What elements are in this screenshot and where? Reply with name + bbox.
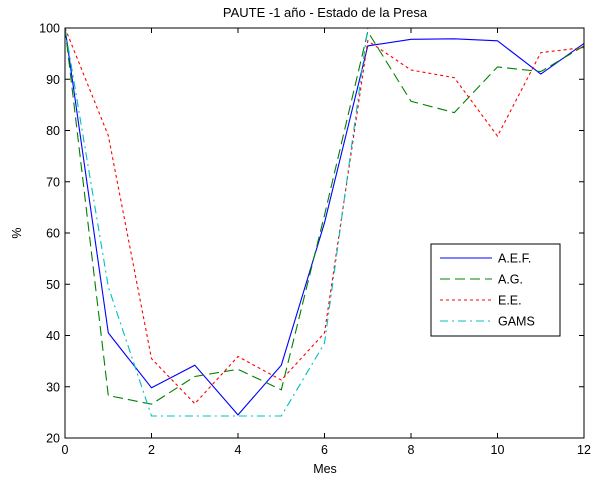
series-group (64, 27, 585, 417)
x-axis-label: Mes (313, 462, 337, 476)
x-tick-label: 0 (62, 443, 69, 457)
legend-label: GAMS (498, 315, 535, 329)
legend-items: A.E.F. A.G. E.E. GAMS (440, 252, 535, 329)
chart-title: PAUTE -1 año - Estado de la Presa (223, 5, 428, 20)
y-tick-label: 90 (46, 73, 60, 87)
x-tick-label: 10 (491, 443, 505, 457)
series-line-a-e-f (64, 27, 585, 416)
y-tick-label: 60 (46, 227, 60, 241)
ticks-group: 0 2 4 6 8 10 12 20 30 40 50 60 70 80 90 100 (39, 22, 591, 458)
x-tick-label: 2 (148, 443, 155, 457)
y-tick-label: 30 (46, 380, 60, 394)
series-line-gams (64, 27, 584, 417)
y-axis-label: % (10, 227, 24, 238)
x-tick-label: 8 (408, 443, 415, 457)
legend-label: A.G. (498, 273, 523, 287)
legend-label: E.E. (498, 294, 522, 308)
series-line-a-g (64, 27, 585, 405)
x-tick-label: 4 (235, 443, 242, 457)
y-tick-label: 20 (46, 432, 60, 446)
x-tick-label: 6 (321, 443, 328, 457)
x-tick-label: 12 (577, 443, 591, 457)
y-tick-label: 50 (46, 278, 60, 292)
y-tick-label: 80 (46, 124, 60, 138)
series-line-e-e (64, 27, 585, 405)
legend: A.E.F. A.G. E.E. GAMS (430, 243, 561, 337)
legend-label: A.E.F. (498, 252, 531, 266)
y-tick-label: 100 (39, 22, 60, 36)
plot-area (65, 28, 584, 438)
y-tick-label: 40 (46, 329, 60, 343)
y-tick-label: 70 (46, 175, 60, 189)
